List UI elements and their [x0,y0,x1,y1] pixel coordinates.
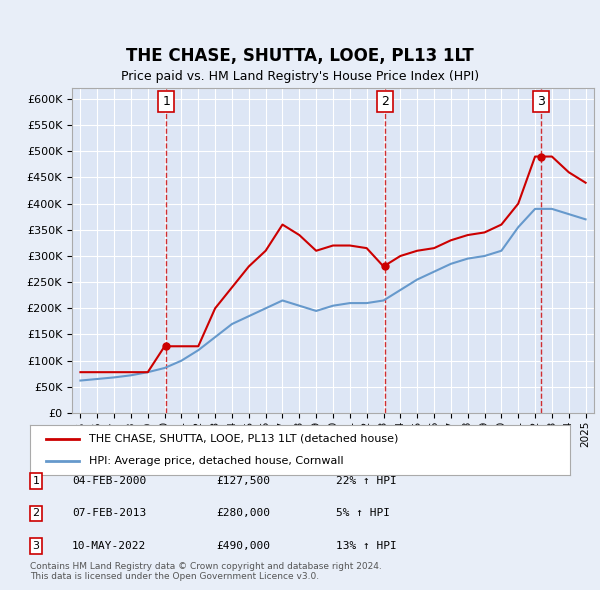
Text: 13% ↑ HPI: 13% ↑ HPI [336,541,397,550]
Text: £490,000: £490,000 [216,541,270,550]
Text: 1: 1 [32,476,40,486]
Text: 1: 1 [162,95,170,108]
Text: HPI: Average price, detached house, Cornwall: HPI: Average price, detached house, Corn… [89,456,344,466]
Text: £127,500: £127,500 [216,476,270,486]
Text: Price paid vs. HM Land Registry's House Price Index (HPI): Price paid vs. HM Land Registry's House … [121,70,479,83]
Text: 5% ↑ HPI: 5% ↑ HPI [336,509,390,518]
Text: 3: 3 [537,95,545,108]
Text: 2: 2 [381,95,389,108]
Text: Contains HM Land Registry data © Crown copyright and database right 2024.
This d: Contains HM Land Registry data © Crown c… [30,562,382,581]
Text: 04-FEB-2000: 04-FEB-2000 [72,476,146,486]
Text: THE CHASE, SHUTTA, LOOE, PL13 1LT: THE CHASE, SHUTTA, LOOE, PL13 1LT [126,47,474,65]
Text: THE CHASE, SHUTTA, LOOE, PL13 1LT (detached house): THE CHASE, SHUTTA, LOOE, PL13 1LT (detac… [89,434,399,444]
Text: 3: 3 [32,541,40,550]
Text: £280,000: £280,000 [216,509,270,518]
Text: 10-MAY-2022: 10-MAY-2022 [72,541,146,550]
Text: 07-FEB-2013: 07-FEB-2013 [72,509,146,518]
Text: 2: 2 [32,509,40,518]
Text: 22% ↑ HPI: 22% ↑ HPI [336,476,397,486]
